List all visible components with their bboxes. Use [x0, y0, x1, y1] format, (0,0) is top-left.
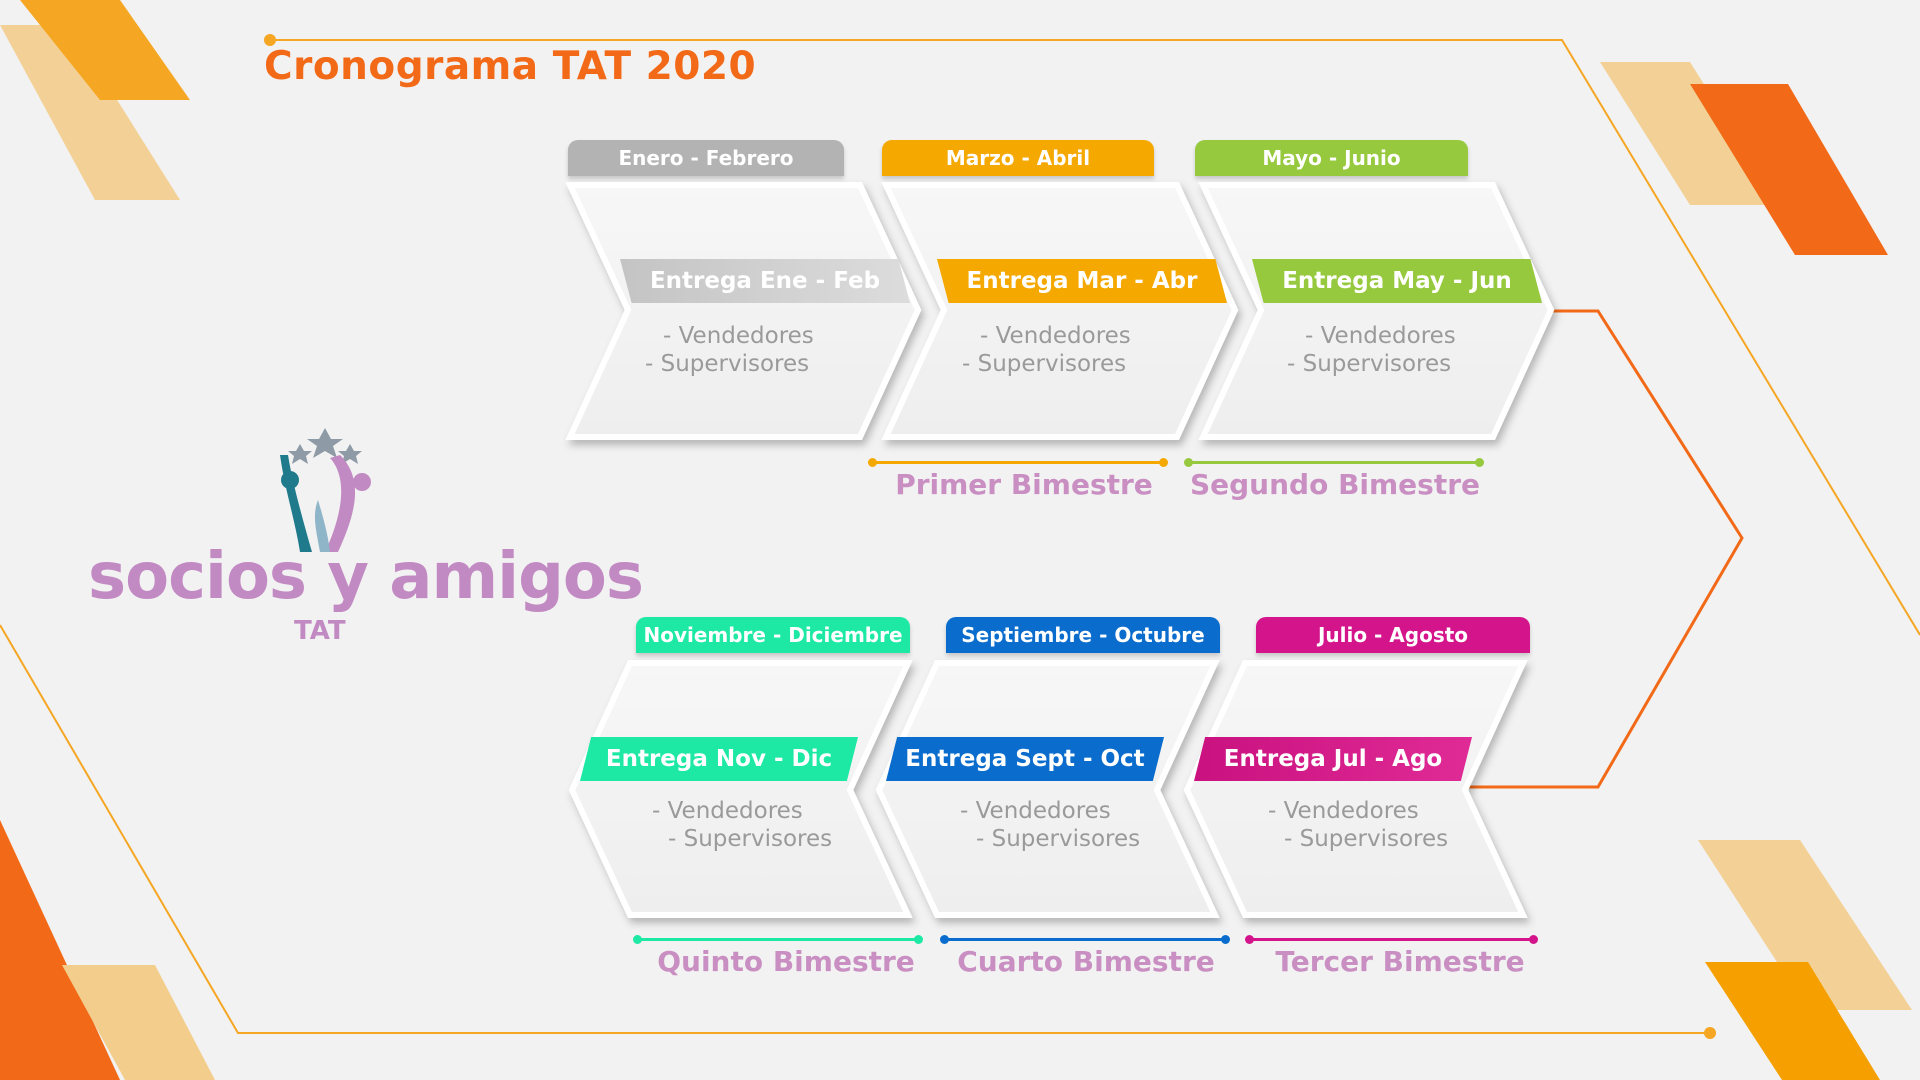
corner-decoration-bottom-left	[0, 820, 215, 1080]
chevron-6	[568, 660, 913, 918]
chevron-shapes	[565, 182, 1555, 918]
ribbon-entrega-sept-oct: Entrega Sept - Oct	[886, 737, 1164, 781]
tab-marzo-abril: Marzo - Abril	[882, 140, 1154, 176]
bullet-supervisores: - Supervisores	[976, 826, 1141, 852]
ribbon-entrega-may-jun: Entrega May - Jun	[1252, 259, 1542, 303]
label-tercer-bimestre: Tercer Bimestre	[1275, 945, 1525, 978]
bullet-vendedores: - Vendedores	[1268, 798, 1419, 824]
label-quinto-bimestre: Quinto Bimestre	[657, 945, 915, 978]
corner-decoration-bottom-right	[1698, 840, 1912, 1080]
tab-enero-febrero: Enero - Febrero	[568, 140, 844, 176]
bullets-stage-6: - Vendedores - Supervisores	[652, 797, 832, 853]
bullet-vendedores: - Vendedores	[663, 323, 814, 349]
underline-tercer-bimestre	[1245, 935, 1538, 944]
chevron-2	[881, 182, 1239, 440]
page-title: Cronograma TAT 2020	[264, 44, 757, 89]
label-segundo-bimestre: Segundo Bimestre	[1189, 468, 1481, 501]
bullets-stage-4: - Vendedores - Supervisores	[1268, 797, 1448, 853]
ribbon-entrega-mar-abr: Entrega Mar - Abr	[937, 259, 1227, 303]
bullet-vendedores: - Vendedores	[652, 798, 803, 824]
bullets-stage-2: - Vendedores - Supervisores	[962, 322, 1131, 378]
bullet-vendedores: - Vendedores	[1305, 323, 1456, 349]
chevron-4	[1183, 660, 1528, 918]
flow-connector	[1452, 309, 1744, 789]
bullet-vendedores: - Vendedores	[980, 323, 1131, 349]
corner-decoration-top-left	[0, 0, 190, 200]
label-primer-bimestre: Primer Bimestre	[895, 468, 1153, 501]
chevron-3	[1198, 182, 1555, 440]
bullet-supervisores: - Supervisores	[1287, 351, 1452, 377]
frame-lines	[0, 39, 1920, 1034]
underline-cuarto-bimestre	[940, 935, 1230, 944]
bullet-supervisores: - Supervisores	[962, 351, 1127, 377]
logo-figures	[280, 428, 371, 552]
bullet-supervisores: - Supervisores	[1284, 826, 1449, 852]
frame-dot-top	[264, 34, 276, 46]
bullets-stage-5: - Vendedores - Supervisores	[960, 797, 1140, 853]
chevron-1	[565, 182, 922, 440]
bullet-vendedores: - Vendedores	[960, 798, 1111, 824]
underline-primer-bimestre	[868, 458, 1168, 467]
corner-decoration-top-right	[1600, 62, 1888, 255]
tab-mayo-junio: Mayo - Junio	[1195, 140, 1468, 176]
underline-quinto-bimestre	[633, 935, 923, 944]
frame-dot-bottom	[1704, 1027, 1716, 1039]
chevron-5	[875, 660, 1220, 918]
logo-subtitle: TAT	[294, 616, 346, 646]
tab-julio-agosto: Julio - Agosto	[1256, 617, 1530, 653]
tab-septiembre-octubre: Septiembre - Octubre	[946, 617, 1220, 653]
logo-wordmark: socios y amigos	[88, 540, 644, 614]
tab-noviembre-diciembre: Noviembre - Diciembre	[636, 617, 910, 653]
bullets-stage-1: - Vendedores - Supervisores	[645, 322, 814, 378]
underline-segundo-bimestre	[1184, 458, 1484, 467]
bullet-supervisores: - Supervisores	[645, 351, 810, 377]
ribbon-entrega-nov-dic: Entrega Nov - Dic	[580, 737, 858, 781]
bullets-stage-3: - Vendedores - Supervisores	[1287, 322, 1456, 378]
ribbon-entrega-jul-ago: Entrega Jul - Ago	[1194, 737, 1472, 781]
ribbon-entrega-ene-feb: Entrega Ene - Feb	[620, 259, 910, 303]
label-cuarto-bimestre: Cuarto Bimestre	[957, 945, 1215, 978]
bullet-supervisores: - Supervisores	[668, 826, 833, 852]
